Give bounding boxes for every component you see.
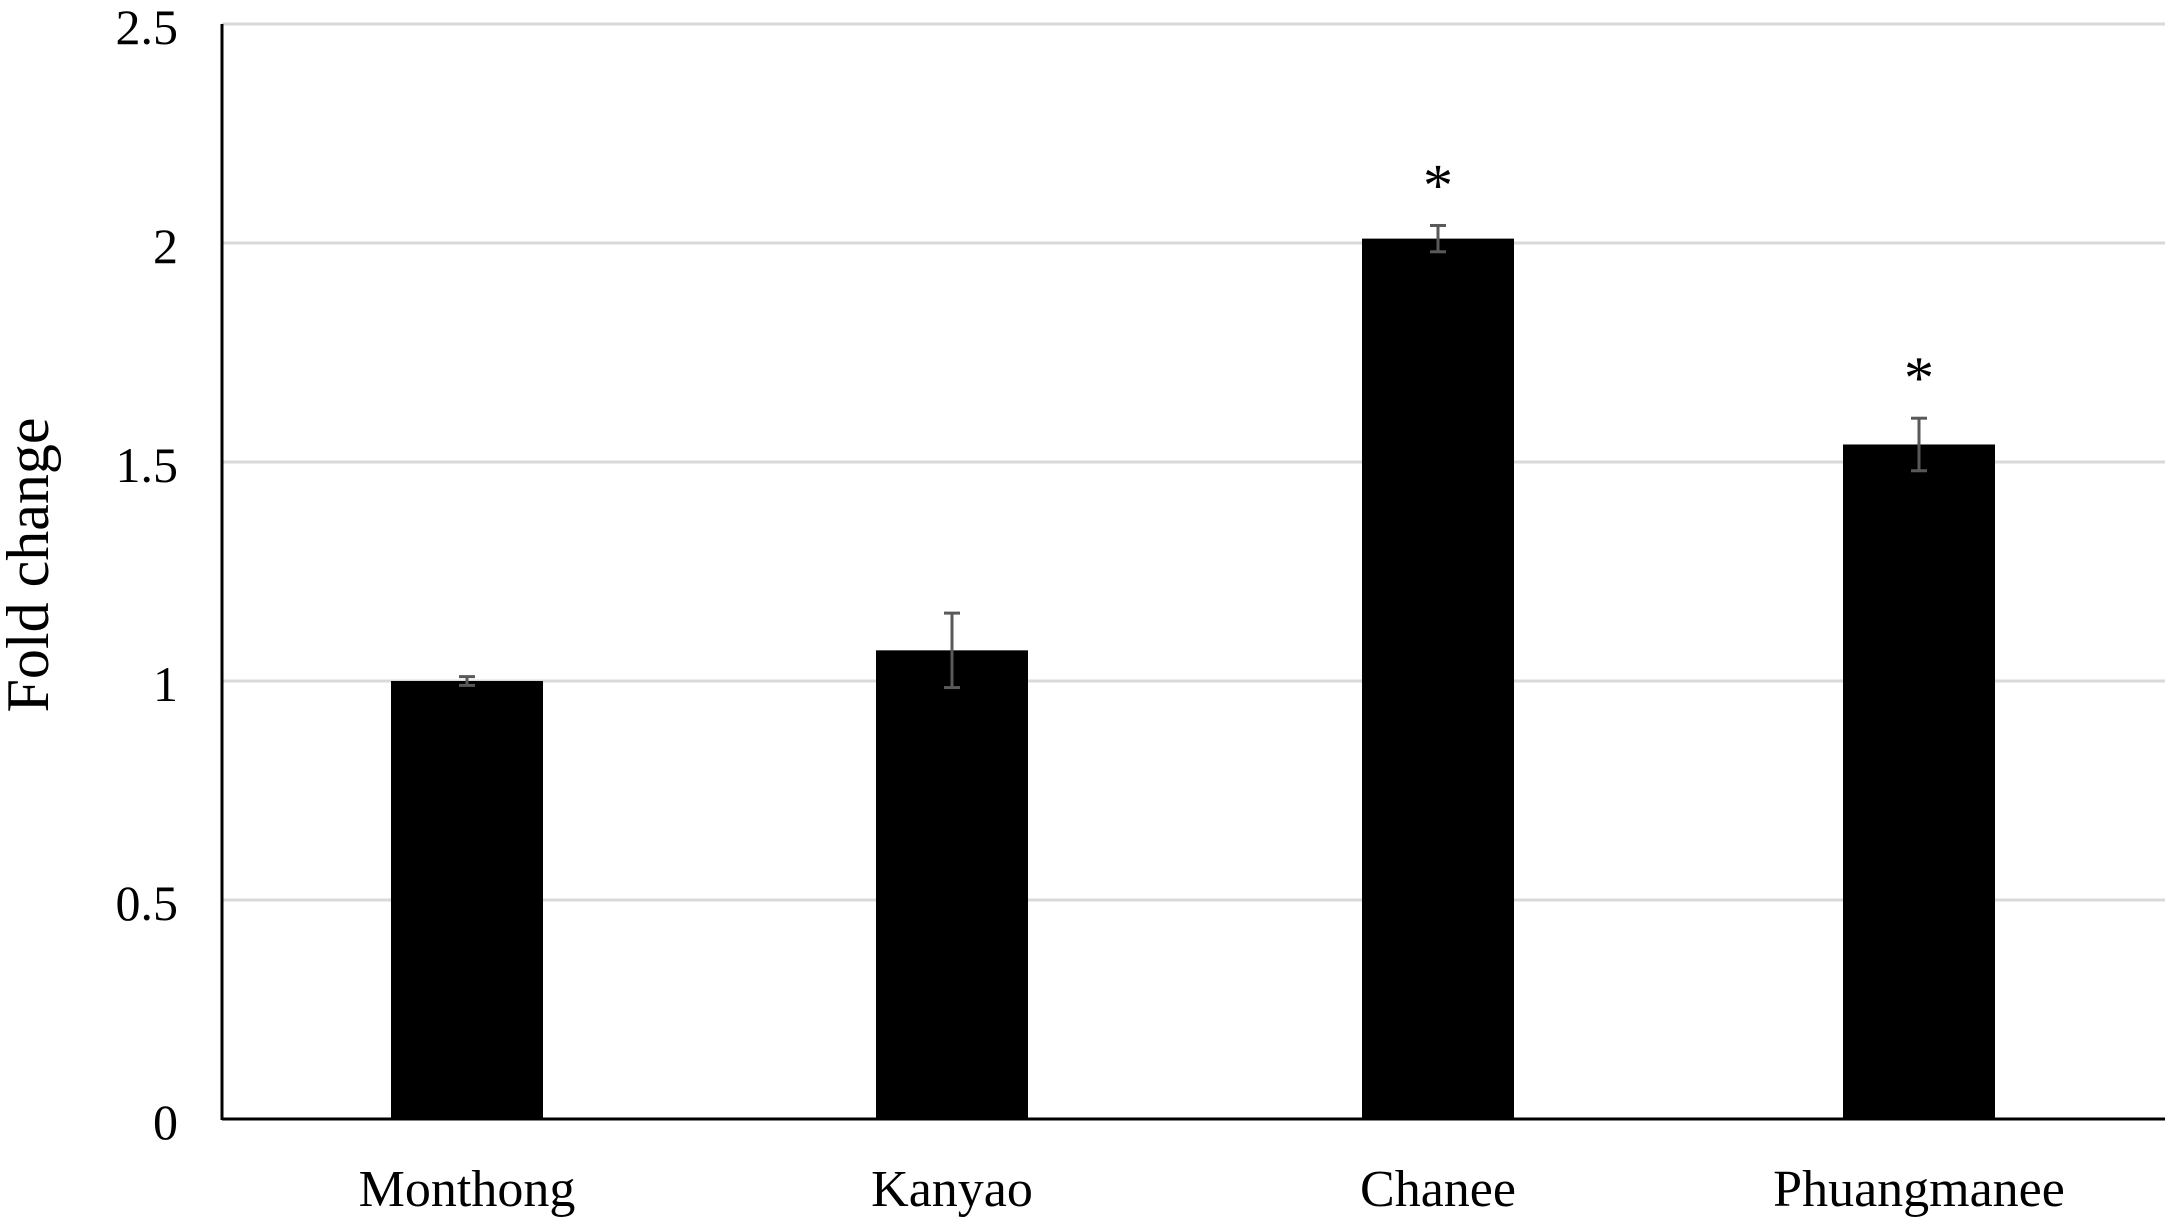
gridlines: [222, 22, 2165, 902]
error-bar: [459, 675, 475, 687]
error-bars: [459, 223, 1927, 690]
bar: [1843, 444, 1995, 1120]
x-tick-label: Monthong: [359, 1161, 576, 1218]
y-tick-labels: 0 0.5 1 1.5 2 2.5: [116, 0, 179, 1150]
x-tick-label: Chanee: [1360, 1161, 1516, 1218]
significance-asterisk: *: [1423, 152, 1453, 218]
significance-asterisk: *: [1904, 345, 1934, 411]
bar: [1362, 238, 1514, 1119]
error-bar: [944, 611, 960, 690]
y-tick-label: 0.5: [116, 875, 179, 931]
y-tick-label: 2.5: [116, 0, 179, 55]
bar: [876, 650, 1028, 1119]
y-tick-label: 1.5: [116, 437, 179, 493]
y-axis-label: Fold change: [0, 418, 61, 713]
x-tick-labels: Monthong Kanyao Chanee Phuangmanee: [359, 1161, 2065, 1218]
y-tick-label: 1: [153, 656, 178, 712]
bar: [391, 681, 543, 1119]
bars: [391, 238, 1995, 1120]
error-bar: [1430, 223, 1446, 254]
axes: [220, 24, 2165, 1121]
y-tick-label: 2: [153, 218, 178, 274]
significance-markers: **: [1423, 152, 1934, 411]
error-bar: [1911, 416, 1927, 473]
x-tick-label: Phuangmanee: [1773, 1161, 2065, 1218]
y-tick-label: 0: [153, 1094, 178, 1150]
x-tick-label: Kanyao: [871, 1161, 1033, 1218]
